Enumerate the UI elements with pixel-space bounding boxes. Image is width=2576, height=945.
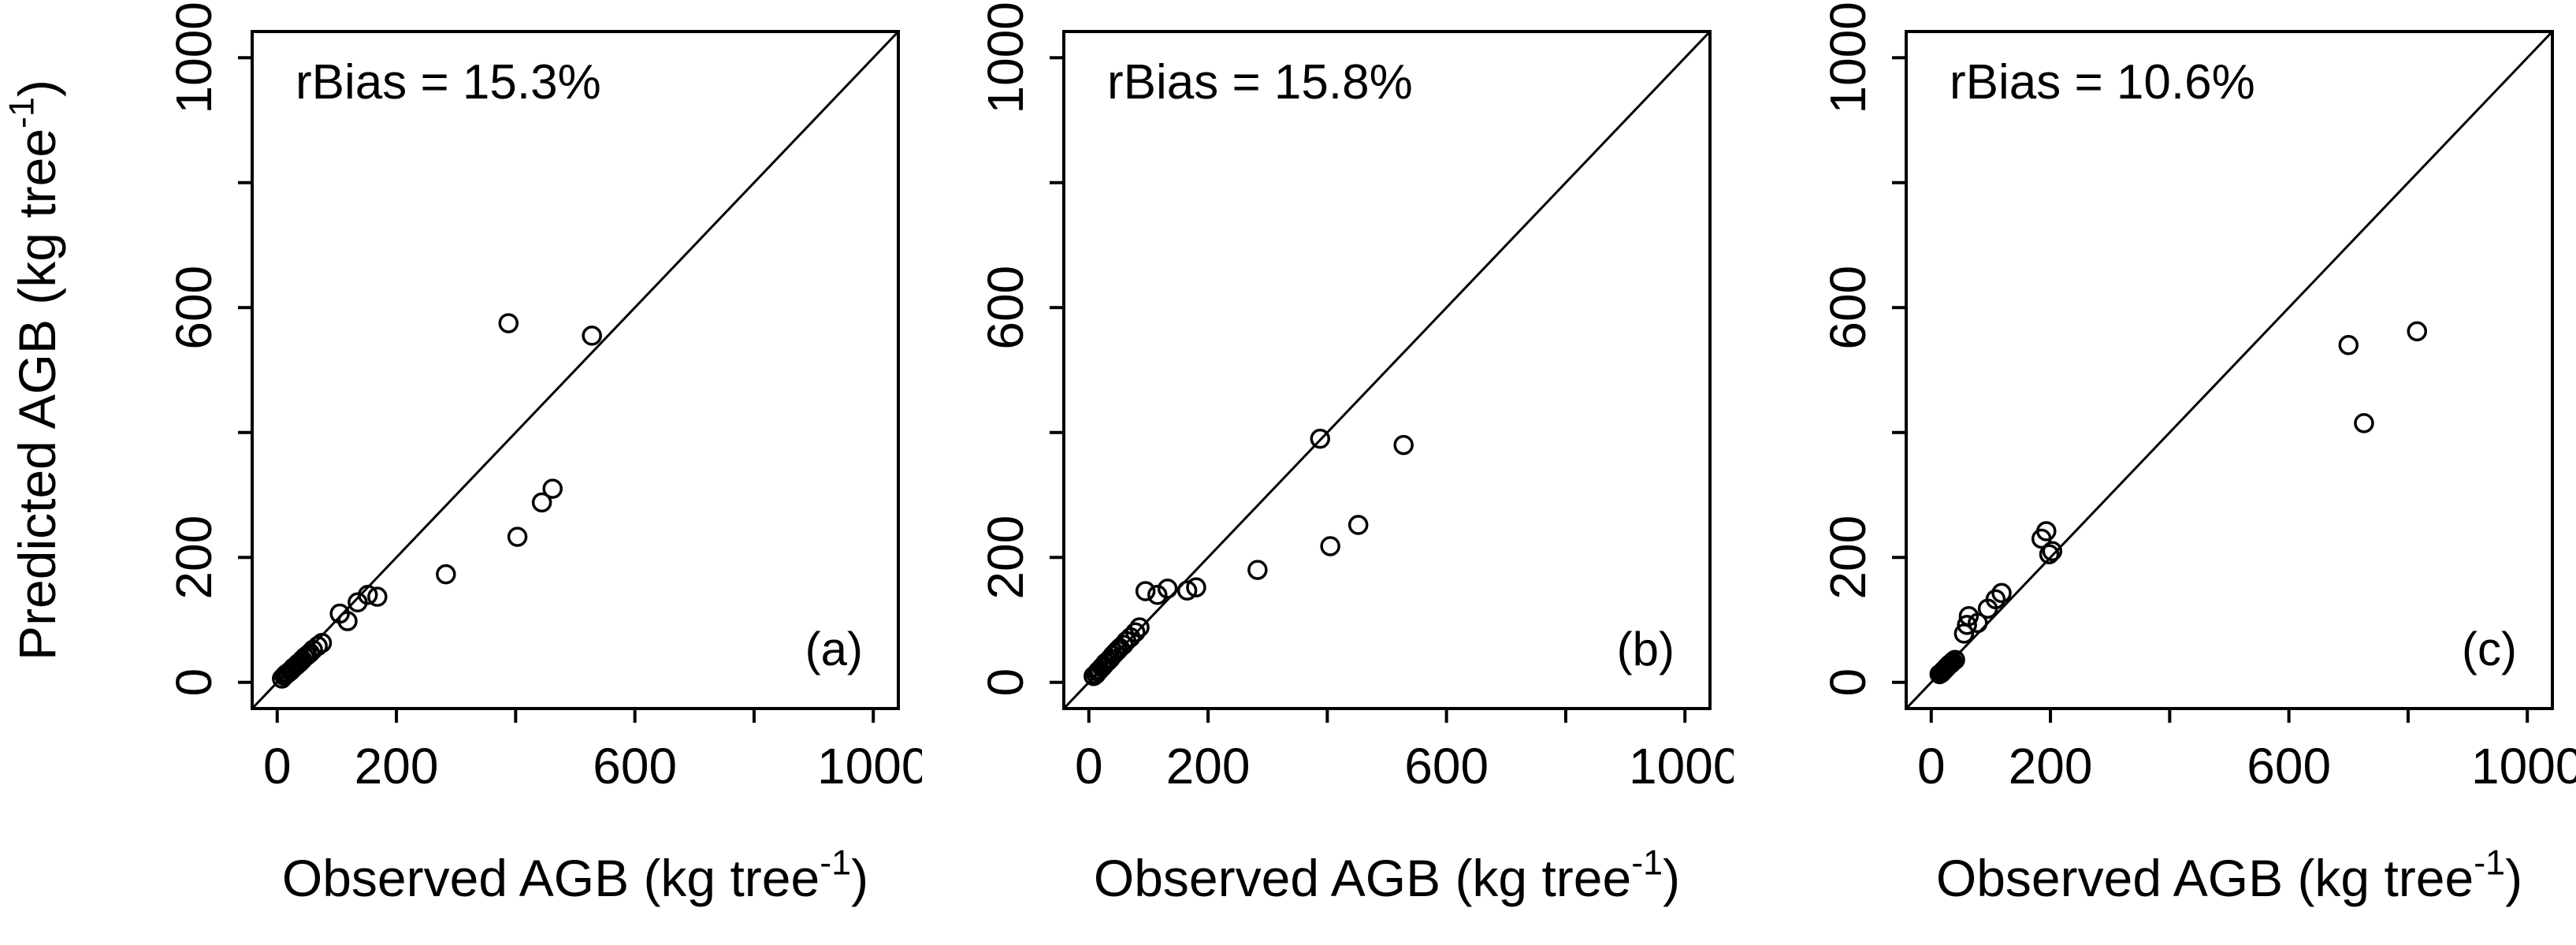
data-point (1957, 615, 1977, 635)
data-point (1125, 622, 1146, 643)
data-point (367, 586, 388, 607)
panel-c-chart: 0 0 200 200 600 600 1000 1000 rBias = 10.6% (c) Ob… (1734, 0, 2576, 945)
data-point (1991, 582, 2012, 604)
data-point (337, 611, 358, 631)
y-tick-label: 0 (977, 668, 1034, 697)
data-point (1945, 649, 1965, 670)
rbias-annotation: rBias = 15.8% (1107, 55, 1413, 110)
x-axis-title: Observed AGB (kg tree-1) (1936, 842, 2522, 907)
data-point (498, 313, 519, 333)
data-point (1393, 434, 1414, 456)
data-point (507, 526, 528, 547)
x-tick-label: 0 (1075, 738, 1103, 794)
plot-box (1062, 30, 1712, 710)
data-point (1135, 581, 1156, 601)
data-point (531, 492, 552, 513)
data-point (436, 564, 456, 585)
x-tick-label: 200 (1166, 738, 1251, 794)
y-tick-label: 600 (165, 266, 222, 350)
data-point (358, 585, 378, 605)
x-tick-label: 1000 (817, 738, 922, 794)
data-point (1186, 577, 1206, 598)
rbias-annotation: rBias = 15.3% (296, 55, 601, 110)
data-point (2354, 413, 2374, 433)
data-point (2036, 521, 2057, 541)
panel-label: (c) (2462, 623, 2517, 675)
data-point (2039, 544, 2060, 565)
x-axis-title: Observed AGB (kg tree-1) (1094, 842, 1680, 907)
panel-b-chart: 0 0 200 200 600 600 1000 1000 rBias = 15.8% (b) Ob… (922, 0, 1734, 945)
x-tick-label: 0 (263, 738, 292, 794)
panel-a-chart: 0 0 200 200 600 600 1000 1000 rBias = 15.3% (a) Ob… (0, 0, 922, 945)
x-tick-label: 600 (2247, 738, 2331, 794)
data-point (1940, 653, 1961, 674)
panel-label: (b) (1617, 623, 1675, 675)
y-tick-label: 1000 (165, 2, 222, 113)
data-point (1247, 560, 1268, 580)
y-tick-label: 600 (1820, 266, 1876, 350)
y-tick-label: 600 (977, 266, 1034, 350)
data-point (1176, 580, 1198, 601)
data-point (1347, 515, 1369, 535)
y-tick-label: 0 (165, 668, 222, 697)
x-tick-label: 0 (1917, 738, 1946, 794)
plot-box (251, 30, 900, 710)
data-point (1310, 428, 1331, 449)
data-point (2338, 335, 2359, 355)
plot-box (1905, 30, 2554, 710)
data-point (1985, 589, 2006, 610)
x-axis-title: Observed AGB (kg tree-1) (282, 842, 868, 907)
x-tick-label: 600 (1404, 738, 1489, 794)
y-tick-label: 200 (977, 515, 1034, 600)
rbias-annotation: rBias = 10.6% (1950, 55, 2255, 110)
x-tick-label: 1000 (1629, 738, 1734, 794)
panel-label: (a) (805, 623, 863, 675)
data-point (1968, 612, 1988, 634)
data-point (1157, 579, 1178, 599)
data-point (1942, 651, 1963, 672)
data-point (1129, 617, 1150, 638)
data-point (311, 633, 333, 653)
data-point (2042, 541, 2063, 562)
y-tick-label: 200 (165, 515, 222, 600)
data-point (307, 636, 328, 657)
y-tick-label: 200 (1820, 515, 1876, 600)
data-point (1320, 536, 1340, 556)
y-tick-label: 1000 (1820, 2, 1876, 113)
data-point (542, 478, 563, 499)
x-tick-label: 600 (593, 738, 677, 794)
x-tick-label: 200 (355, 738, 439, 794)
data-point (2407, 321, 2428, 342)
y-tick-label: 1000 (977, 2, 1034, 113)
data-point (582, 326, 602, 346)
identity-line (1905, 30, 2554, 710)
y-axis-title: Predicted AGB (kg tree-1) (1, 80, 66, 660)
data-point (1110, 638, 1130, 658)
identity-line (1062, 30, 1712, 710)
data-point (1147, 585, 1168, 605)
x-tick-label: 200 (2009, 738, 2093, 794)
y-tick-label: 0 (1820, 668, 1876, 697)
x-tick-label: 1000 (2471, 738, 2576, 794)
